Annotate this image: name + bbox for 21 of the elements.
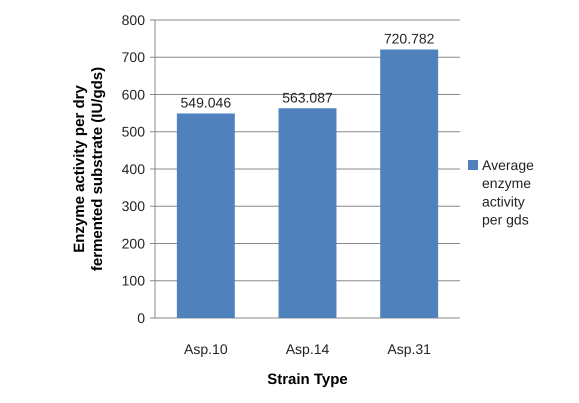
y-axis-title: Enzyme activity per dry fermented substrate (IU/gds) — [71, 66, 106, 272]
data-label: 549.046 — [180, 94, 232, 110]
legend-label: Average enzyme activity per gds — [482, 157, 534, 228]
y-tick-label: 200 — [122, 235, 146, 252]
data-label: 563.087 — [282, 89, 334, 106]
bar — [380, 50, 438, 318]
bar — [278, 108, 336, 318]
y-tick-label: 800 — [122, 12, 146, 28]
y-tick-label: 500 — [122, 124, 146, 140]
y-tick-label: 300 — [122, 198, 146, 214]
x-tick-label: Asp.14 — [286, 341, 330, 357]
bar — [176, 113, 235, 318]
y-tick-label: 0 — [137, 310, 146, 326]
y-tick-label: 700 — [122, 49, 146, 66]
y-tick-label: 600 — [122, 86, 146, 102]
x-tick-label: Asp.10 — [184, 341, 228, 357]
data-label: 720.782 — [384, 30, 435, 47]
y-tick-label: 100 — [122, 272, 146, 289]
x-axis-title: Strain Type — [267, 371, 348, 388]
y-tick-label: 400 — [122, 160, 146, 177]
x-tick-label: Asp.31 — [387, 341, 432, 357]
